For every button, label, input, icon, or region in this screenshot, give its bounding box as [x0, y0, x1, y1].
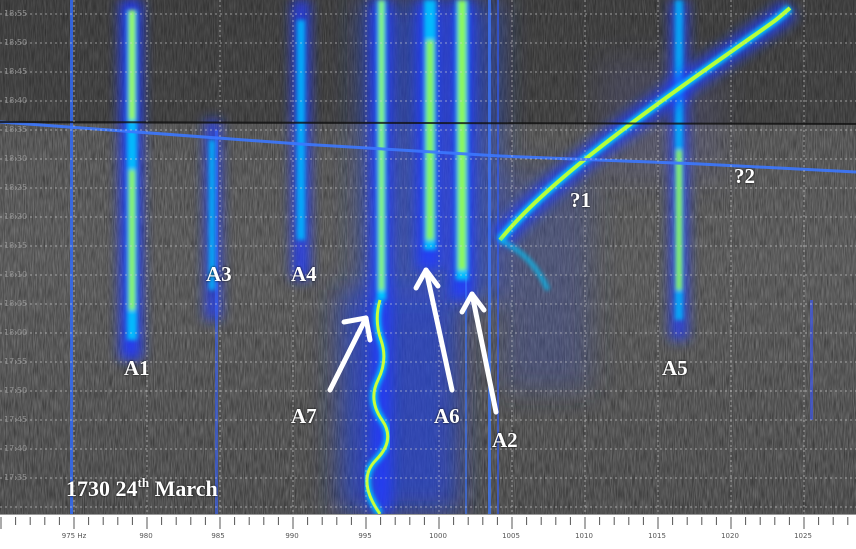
label-q2: ?2 [734, 164, 755, 188]
time-label: 17:45 [4, 415, 28, 424]
caption-superscript: th [137, 475, 150, 490]
frequency-label: 985 [211, 532, 225, 540]
time-label: 18:50 [4, 38, 28, 47]
frequency-label: 1020 [721, 532, 739, 540]
label-a6: A6 [434, 404, 460, 428]
label-a4: A4 [291, 262, 317, 286]
frequency-label: 1000 [429, 532, 447, 540]
time-label: 18:40 [4, 96, 28, 105]
spectrogram: 18:55 18:50 18:45 18:40 18:35 18:30 18:2… [0, 0, 856, 514]
frequency-label: 975 Hz [61, 532, 87, 540]
trace-q1-diagonal [491, 0, 798, 292]
grid-lines [0, 0, 856, 514]
frequency-label: 980 [139, 532, 153, 540]
frequency-label: 1010 [575, 532, 593, 540]
annotation-arrows [0, 0, 856, 514]
time-label: 18:10 [4, 270, 28, 279]
time-label: 17:50 [4, 386, 28, 395]
label-a7: A7 [291, 404, 317, 428]
time-label: 18:55 [4, 9, 28, 18]
frequency-axis [0, 514, 856, 549]
label-a2: A2 [492, 428, 518, 452]
frequency-ticks [0, 517, 849, 529]
time-label: 18:15 [4, 241, 28, 250]
time-label: 18:05 [4, 299, 28, 308]
trace-a7-wavy [363, 298, 392, 514]
trace-q2-horizontal [0, 120, 856, 174]
label-a1: A1 [124, 356, 150, 380]
caption-date: 1730 24th March [66, 476, 218, 502]
time-label: 18:45 [4, 67, 28, 76]
time-label: 18:25 [4, 183, 28, 192]
time-label: 18:20 [4, 212, 28, 221]
thin-carriers [70, 0, 813, 514]
label-a3: A3 [206, 262, 232, 286]
time-label: 18:00 [4, 328, 28, 337]
time-label: 17:40 [4, 444, 28, 453]
label-q1: ?1 [570, 188, 591, 212]
frequency-label: 1005 [502, 532, 520, 540]
time-label: 17:35 [4, 473, 28, 482]
arrow-a6 [413, 267, 455, 393]
time-label: 18:35 [4, 125, 28, 134]
time-label: 18:30 [4, 154, 28, 163]
label-a5: A5 [662, 356, 688, 380]
frequency-label: 1015 [648, 532, 666, 540]
arrow-a7 [327, 315, 373, 393]
time-label: 17:55 [4, 357, 28, 366]
caption-month: March [154, 476, 218, 501]
caption-time: 1730 24 [66, 476, 138, 501]
frequency-label: 1025 [794, 532, 812, 540]
arrow-a2 [459, 291, 499, 415]
frequency-label: 995 [358, 532, 372, 540]
frequency-label: 990 [285, 532, 299, 540]
